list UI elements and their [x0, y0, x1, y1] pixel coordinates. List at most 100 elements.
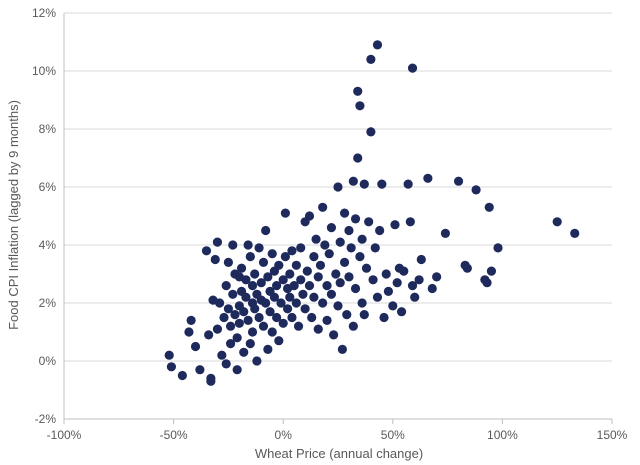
data-point — [322, 281, 332, 291]
data-point — [359, 179, 369, 189]
data-point — [372, 40, 383, 50]
x-tick-label: 150% — [597, 428, 628, 442]
data-point — [302, 266, 312, 276]
data-point — [166, 362, 177, 372]
data-point — [234, 318, 244, 328]
data-point — [396, 307, 407, 317]
data-point — [280, 252, 290, 262]
data-point — [407, 281, 418, 291]
data-point — [272, 281, 282, 291]
data-point — [265, 307, 275, 317]
data-point — [280, 208, 290, 218]
data-point — [274, 260, 284, 270]
data-point — [375, 225, 385, 236]
y-tick-label: 12% — [32, 6, 56, 20]
data-point — [377, 179, 387, 189]
data-point — [366, 54, 376, 64]
data-point — [355, 101, 365, 111]
x-axis-label: Wheat Price (annual change) — [255, 446, 423, 461]
data-point — [258, 257, 269, 267]
data-point — [383, 286, 394, 296]
data-point — [243, 240, 253, 250]
data-point — [219, 312, 229, 323]
data-point — [261, 298, 271, 308]
data-point — [309, 292, 319, 302]
data-point — [423, 173, 433, 183]
data-point — [164, 350, 174, 360]
data-point — [368, 275, 378, 285]
data-point — [313, 272, 323, 282]
data-point — [247, 281, 258, 291]
data-point — [186, 315, 196, 325]
data-point — [357, 298, 367, 308]
data-point — [322, 315, 332, 325]
data-point — [282, 304, 293, 314]
data-point — [201, 246, 212, 256]
data-point — [184, 327, 194, 337]
data-point — [236, 263, 247, 273]
data-point — [318, 202, 328, 212]
data-point — [410, 292, 420, 302]
y-tick-label: -2% — [35, 412, 57, 426]
data-point — [366, 127, 376, 137]
data-point — [278, 275, 288, 285]
y-tick-label: 4% — [39, 238, 57, 252]
data-point — [318, 298, 328, 308]
data-point — [416, 254, 426, 265]
data-point — [241, 292, 251, 302]
data-point — [232, 365, 242, 375]
data-point — [432, 272, 442, 282]
y-tick-label: 2% — [39, 296, 57, 310]
data-point — [263, 272, 273, 282]
data-point — [245, 339, 255, 349]
data-point — [250, 304, 260, 314]
data-point — [333, 182, 343, 192]
data-point — [232, 333, 242, 343]
data-point — [287, 312, 297, 323]
data-point — [300, 304, 310, 314]
data-point — [304, 281, 315, 291]
x-tick-label: 50% — [381, 428, 405, 442]
data-point — [309, 252, 319, 262]
data-point — [427, 283, 437, 294]
data-point — [348, 321, 358, 331]
x-tick-label: 100% — [487, 428, 518, 442]
data-point — [486, 266, 497, 276]
data-point — [195, 365, 205, 375]
data-point — [407, 63, 418, 73]
data-point — [269, 292, 280, 302]
data-point — [482, 278, 492, 288]
data-point — [241, 275, 251, 285]
data-point — [258, 321, 269, 331]
data-point — [344, 225, 354, 236]
data-point — [204, 330, 214, 340]
data-point — [223, 304, 233, 314]
data-point — [267, 249, 277, 259]
data-point — [287, 246, 297, 256]
data-point — [239, 307, 249, 317]
data-point — [221, 281, 231, 291]
data-point — [359, 310, 369, 320]
data-point — [293, 321, 304, 331]
data-point — [372, 292, 383, 302]
data-point — [274, 336, 284, 346]
data-point — [361, 263, 372, 273]
data-point — [353, 86, 363, 96]
data-point — [390, 220, 400, 230]
data-point — [225, 321, 236, 331]
data-point — [298, 289, 308, 299]
y-tick-label: 0% — [39, 354, 57, 368]
x-tick-label: -100% — [47, 428, 82, 442]
data-point — [335, 278, 345, 288]
data-point — [339, 257, 350, 267]
data-point — [285, 269, 295, 279]
x-tick-label: -50% — [160, 428, 188, 442]
data-point — [272, 312, 282, 323]
data-point — [357, 234, 367, 244]
data-point — [392, 278, 402, 288]
data-point — [329, 330, 339, 340]
data-point — [570, 228, 580, 238]
data-point — [364, 217, 374, 227]
x-axis-tick-labels: -100% -50% 0% 50% 100% 150% — [47, 428, 628, 442]
data-point — [296, 275, 306, 285]
